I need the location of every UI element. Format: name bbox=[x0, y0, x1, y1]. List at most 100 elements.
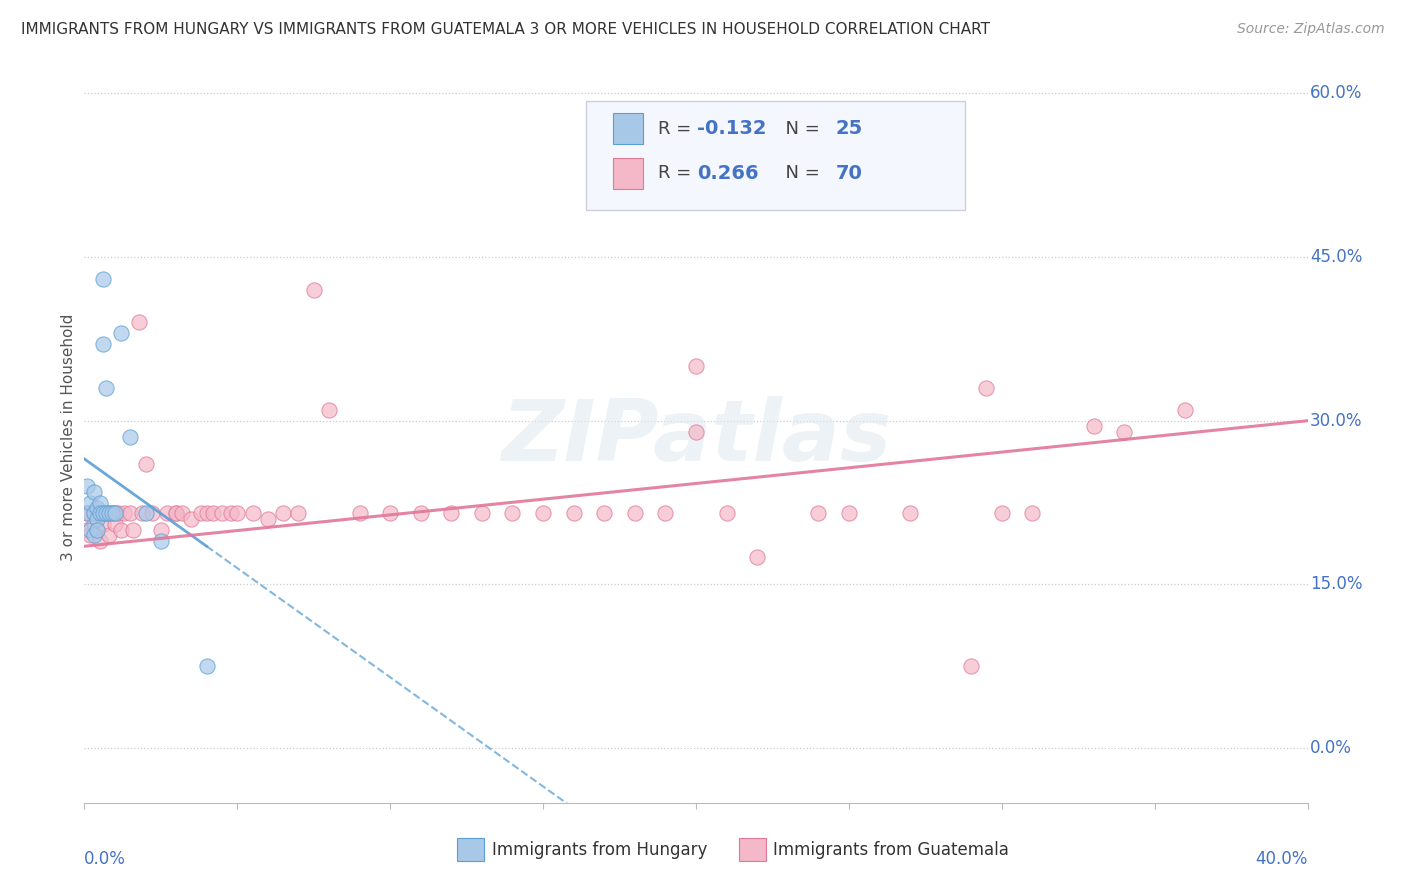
Point bbox=[991, 507, 1014, 521]
Bar bbox=[738, 838, 766, 862]
Point bbox=[89, 507, 111, 521]
Point bbox=[976, 381, 998, 395]
Point bbox=[94, 507, 117, 521]
Point bbox=[624, 507, 647, 521]
Point bbox=[531, 507, 554, 521]
Point bbox=[271, 507, 294, 521]
Point bbox=[86, 512, 108, 526]
Bar bbox=[613, 158, 644, 189]
Text: -0.132: -0.132 bbox=[697, 120, 766, 138]
Point bbox=[1174, 402, 1197, 417]
Point bbox=[76, 507, 98, 521]
Text: Immigrants from Guatemala: Immigrants from Guatemala bbox=[773, 840, 1010, 859]
Text: 60.0%: 60.0% bbox=[1310, 84, 1362, 103]
Point bbox=[83, 507, 105, 521]
Point bbox=[1021, 507, 1043, 521]
Point bbox=[149, 523, 172, 537]
Text: N =: N = bbox=[775, 164, 825, 182]
Point bbox=[302, 283, 325, 297]
Point bbox=[1114, 425, 1136, 439]
Point bbox=[86, 523, 108, 537]
Text: Immigrants from Hungary: Immigrants from Hungary bbox=[492, 840, 707, 859]
Point bbox=[195, 659, 218, 673]
Point bbox=[257, 512, 280, 526]
Text: R =: R = bbox=[658, 164, 697, 182]
Text: 15.0%: 15.0% bbox=[1310, 575, 1362, 593]
Point bbox=[440, 507, 463, 521]
Point bbox=[89, 533, 111, 548]
Point bbox=[83, 517, 105, 532]
Text: R =: R = bbox=[658, 120, 697, 137]
Point bbox=[101, 507, 124, 521]
Point bbox=[131, 507, 153, 521]
Point bbox=[190, 507, 212, 521]
Point bbox=[165, 507, 187, 521]
Point bbox=[195, 507, 218, 521]
Point bbox=[807, 507, 830, 521]
Bar bbox=[457, 838, 484, 862]
Point bbox=[654, 507, 676, 521]
Text: Source: ZipAtlas.com: Source: ZipAtlas.com bbox=[1237, 22, 1385, 37]
Text: 40.0%: 40.0% bbox=[1256, 850, 1308, 868]
Y-axis label: 3 or more Vehicles in Household: 3 or more Vehicles in Household bbox=[60, 313, 76, 561]
Point bbox=[79, 528, 101, 542]
Point bbox=[201, 507, 224, 521]
Point bbox=[120, 430, 142, 444]
Point bbox=[180, 512, 202, 526]
Point bbox=[502, 507, 524, 521]
Point bbox=[898, 507, 921, 521]
Text: 0.266: 0.266 bbox=[697, 164, 759, 183]
Text: IMMIGRANTS FROM HUNGARY VS IMMIGRANTS FROM GUATEMALA 3 OR MORE VEHICLES IN HOUSE: IMMIGRANTS FROM HUNGARY VS IMMIGRANTS FR… bbox=[21, 22, 990, 37]
Point bbox=[716, 507, 738, 521]
Point bbox=[94, 381, 117, 395]
Text: ZIPatlas: ZIPatlas bbox=[501, 395, 891, 479]
Bar bbox=[613, 113, 644, 145]
Point bbox=[97, 528, 120, 542]
Point bbox=[747, 550, 769, 565]
Point bbox=[91, 507, 114, 521]
Point bbox=[110, 523, 132, 537]
Point bbox=[86, 507, 108, 521]
Point bbox=[149, 533, 172, 548]
Point bbox=[380, 507, 402, 521]
Point bbox=[110, 326, 132, 341]
FancyBboxPatch shape bbox=[586, 101, 965, 211]
Point bbox=[409, 507, 432, 521]
Point bbox=[156, 507, 179, 521]
Text: 25: 25 bbox=[835, 120, 863, 138]
Point bbox=[211, 507, 233, 521]
Point bbox=[318, 402, 340, 417]
Point bbox=[97, 507, 120, 521]
Point bbox=[471, 507, 494, 521]
Point bbox=[97, 507, 120, 521]
Point bbox=[128, 315, 150, 329]
Point bbox=[120, 507, 142, 521]
Point bbox=[83, 484, 105, 499]
Point bbox=[89, 507, 111, 521]
Point bbox=[91, 507, 114, 521]
Point bbox=[104, 517, 127, 532]
Point bbox=[141, 507, 163, 521]
Text: 0.0%: 0.0% bbox=[84, 850, 127, 868]
Point bbox=[593, 507, 616, 521]
Point bbox=[107, 507, 129, 521]
Point bbox=[838, 507, 860, 521]
Point bbox=[219, 507, 242, 521]
Point bbox=[91, 272, 114, 286]
Point bbox=[91, 517, 114, 532]
Point bbox=[112, 507, 135, 521]
Point bbox=[76, 479, 98, 493]
Point bbox=[104, 507, 127, 521]
Point bbox=[226, 507, 249, 521]
Point bbox=[94, 507, 117, 521]
Point bbox=[104, 507, 127, 521]
Point bbox=[165, 507, 187, 521]
Point bbox=[79, 523, 101, 537]
Point bbox=[91, 337, 114, 351]
Point bbox=[960, 659, 983, 673]
Text: 30.0%: 30.0% bbox=[1310, 412, 1362, 430]
Point bbox=[79, 507, 101, 521]
Point bbox=[79, 495, 101, 509]
Text: 45.0%: 45.0% bbox=[1310, 248, 1362, 266]
Text: 70: 70 bbox=[835, 164, 862, 183]
